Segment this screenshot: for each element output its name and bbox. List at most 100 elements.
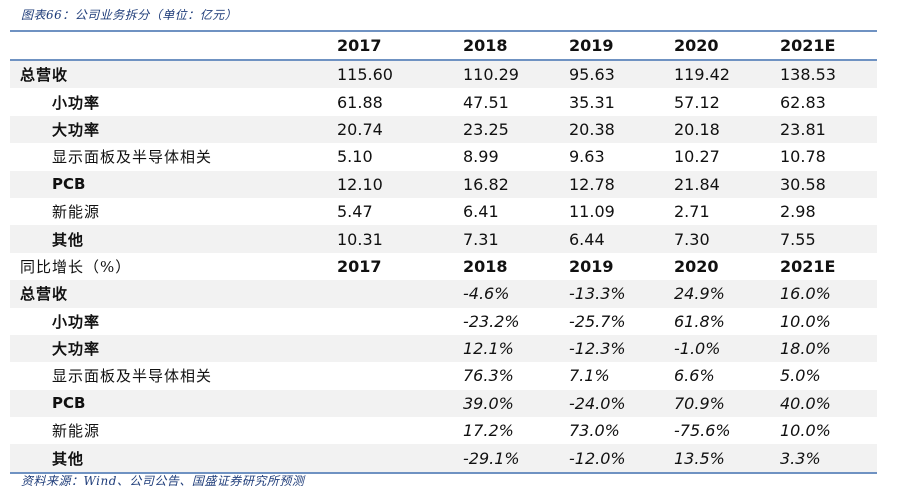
value-cell: 9.63 [569,147,605,167]
value-cell: 2.71 [674,202,710,222]
header-year: 2017 [337,36,382,55]
pct-cell: -12.0% [569,448,626,468]
value-cell: 7.31 [463,229,499,249]
row-label: 其他 [52,449,85,468]
table-row-revenue-display-semiconductor: 显示面板及半导体相关 5.10 8.99 9.63 10.27 10.78 [10,143,877,170]
row-label: 大功率 [52,340,101,359]
table-row-growth-high-power: 大功率 12.1% -12.3% -1.0% 18.0% [10,334,877,363]
row-label: 其他 [52,230,85,249]
pct-cell: 3.3% [780,448,821,468]
pct-cell: 7.1% [569,366,610,386]
row-label: PCB [52,394,86,413]
header-year: 2021E [780,36,836,55]
pct-cell: 61.8% [674,311,725,331]
growth-section-header-row: 同比增长（%） 2017 2018 2019 2020 2021E [10,253,877,280]
pct-cell: 24.9% [674,284,725,304]
pct-cell: -23.2% [463,311,520,331]
value-cell: 10.31 [337,229,383,249]
pct-cell: 17.2% [463,421,514,441]
row-label: 新能源 [52,422,101,441]
value-cell: 115.60 [337,65,393,85]
table-row-revenue-total: 总营收 115.60 110.29 95.63 119.42 138.53 [10,61,877,89]
table-row-revenue-new-energy: 新能源 5.47 6.41 11.09 2.71 2.98 [10,198,877,225]
pct-cell: 40.0% [780,393,831,413]
pct-cell: 73.0% [569,421,620,441]
pct-cell: 70.9% [674,393,725,413]
value-cell: 5.47 [337,202,373,222]
value-cell: 8.99 [463,147,499,167]
source-note: 资料来源：Wind、公司公告、国盛证券研究所预测 [21,474,305,488]
table-row-growth-other: 其他 -29.1% -12.0% 13.5% 3.3% [10,444,877,472]
value-cell: 11.09 [569,202,615,222]
table-row-revenue-high-power: 大功率 20.74 23.25 20.38 20.18 23.81 [10,115,877,144]
header-year: 2018 [463,36,508,55]
row-label: 总营收 [20,285,69,304]
header-year: 2020 [674,256,719,276]
pct-cell: 76.3% [463,366,514,386]
value-cell: 7.55 [780,229,816,249]
header-year: 2019 [569,36,614,55]
value-cell: 12.10 [337,174,383,194]
row-label: 小功率 [52,312,101,331]
row-label: PCB [52,175,86,194]
value-cell: 7.30 [674,229,710,249]
header-year: 2020 [674,36,719,55]
row-label: 小功率 [52,93,101,112]
value-cell: 2.98 [780,202,816,222]
value-cell: 20.18 [674,119,720,139]
pct-cell: 16.0% [780,284,831,304]
header-year: 2018 [463,256,508,276]
table-row-revenue-small-power: 小功率 61.88 47.51 35.31 57.12 62.83 [10,88,877,115]
header-year: 2019 [569,256,614,276]
value-cell: 138.53 [780,65,836,85]
pct-cell: -4.6% [463,284,510,304]
value-cell: 47.51 [463,92,509,112]
row-label: 大功率 [52,120,101,139]
value-cell: 10.27 [674,147,720,167]
pct-cell: -25.7% [569,311,626,331]
pct-cell: 13.5% [674,448,725,468]
value-cell: 30.58 [780,174,826,194]
pct-cell: -13.3% [569,284,626,304]
table-row-revenue-other: 其他 10.31 7.31 6.44 7.30 7.55 [10,225,877,253]
value-cell: 95.63 [569,65,615,85]
value-cell: 23.25 [463,119,509,139]
pct-cell: 10.0% [780,421,831,441]
row-label: 新能源 [52,203,101,222]
value-cell: 57.12 [674,92,720,112]
pct-cell: 6.6% [674,366,715,386]
pct-cell: -1.0% [674,339,721,359]
growth-section-label: 同比增长（%） [20,257,132,276]
value-cell: 21.84 [674,174,720,194]
value-cell: 5.10 [337,147,373,167]
value-cell: 20.38 [569,119,615,139]
pct-cell: -24.0% [569,393,626,413]
table-row-revenue-pcb: PCB 12.10 16.82 12.78 21.84 30.58 [10,170,877,198]
value-cell: 16.82 [463,174,509,194]
row-label: 显示面板及半导体相关 [52,367,213,386]
value-cell: 35.31 [569,92,615,112]
value-cell: 110.29 [463,65,519,85]
table-caption: 图表66：公司业务拆分（单位：亿元） [21,8,238,22]
table-row-growth-new-energy: 新能源 17.2% 73.0% -75.6% 10.0% [10,417,877,444]
table-row-growth-display-semiconductor: 显示面板及半导体相关 76.3% 7.1% 6.6% 5.0% [10,362,877,389]
value-cell: 20.74 [337,119,383,139]
table-row-growth-pcb: PCB 39.0% -24.0% 70.9% 40.0% [10,389,877,418]
pct-cell: -12.3% [569,339,626,359]
pct-cell: 10.0% [780,311,831,331]
pct-cell: 12.1% [463,339,514,359]
header-year: 2021E [780,256,836,276]
table-row-growth-small-power: 小功率 -23.2% -25.7% 61.8% 10.0% [10,308,877,335]
row-label: 总营收 [20,66,69,85]
row-label: 显示面板及半导体相关 [52,148,213,167]
business-breakdown-table: 2017 2018 2019 2020 2021E 总营收 115.60 110… [10,30,877,474]
pct-cell: 5.0% [780,366,821,386]
value-cell: 61.88 [337,92,383,112]
header-year: 2017 [337,256,382,276]
value-cell: 23.81 [780,119,826,139]
value-cell: 10.78 [780,147,826,167]
table-header-row: 2017 2018 2019 2020 2021E [10,32,877,61]
pct-cell: 39.0% [463,393,514,413]
value-cell: 6.44 [569,229,605,249]
value-cell: 12.78 [569,174,615,194]
